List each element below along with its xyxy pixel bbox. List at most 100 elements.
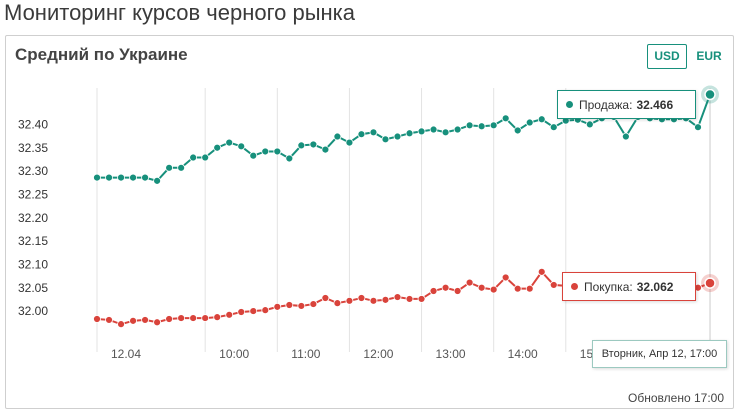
point (513, 126, 522, 135)
tooltip-series: Продажа (579, 98, 632, 112)
point (621, 132, 630, 141)
point (105, 316, 113, 324)
point (249, 151, 258, 160)
point (465, 278, 474, 287)
y-tick-label: 32.30 (18, 164, 48, 178)
point (513, 284, 522, 293)
point (345, 138, 354, 147)
point (694, 123, 702, 132)
point (117, 320, 125, 329)
card (5, 35, 734, 409)
point (213, 313, 222, 322)
y-tick-label: 32.10 (18, 258, 48, 272)
point (153, 318, 162, 327)
point (333, 132, 342, 141)
point (393, 132, 402, 141)
point (369, 128, 378, 137)
x-tooltip: Вторник, Апр 12, 17:00 (592, 340, 727, 368)
point (357, 294, 366, 302)
point (465, 121, 474, 130)
updated-label: Обновлено 17:00 (628, 391, 724, 405)
point (201, 314, 210, 322)
point (297, 302, 306, 310)
point (273, 147, 282, 156)
currency-button[interactable]: EUR (696, 49, 722, 63)
point (225, 310, 234, 319)
point (321, 294, 330, 302)
point (309, 300, 318, 308)
x-tick-label: 12.04 (111, 347, 141, 361)
point (249, 307, 258, 315)
point (489, 285, 498, 294)
point (704, 88, 716, 101)
point (93, 315, 101, 323)
point (273, 302, 282, 311)
point (237, 308, 246, 316)
point (165, 315, 174, 323)
point (525, 284, 534, 293)
point (489, 121, 498, 130)
point (297, 141, 306, 150)
point (393, 293, 402, 301)
x-tick-label: 12:00 (363, 347, 393, 361)
point (345, 296, 354, 305)
point (405, 295, 414, 303)
point (441, 283, 450, 292)
point (429, 125, 438, 134)
point (177, 163, 186, 172)
point (285, 301, 294, 309)
point (429, 287, 438, 295)
point (213, 143, 222, 152)
y-tick-label: 32.25 (18, 188, 48, 202)
y-tick-label: 32.20 (18, 211, 48, 225)
point (129, 173, 137, 182)
point (417, 295, 426, 303)
point (321, 145, 330, 154)
tooltip-value: 32.466 (636, 97, 674, 112)
x-tick-label: 13:00 (436, 347, 466, 361)
page-title: Мониторинг курсов черного рынка (4, 0, 356, 25)
point (585, 120, 594, 129)
point (285, 154, 294, 163)
point (189, 153, 198, 162)
y-tick-label: 32.05 (18, 281, 48, 295)
point (93, 173, 101, 182)
point (381, 135, 390, 144)
point (477, 122, 486, 131)
point (453, 287, 462, 295)
point (141, 316, 149, 324)
point (381, 295, 390, 304)
tooltip-dot (571, 283, 578, 290)
point (165, 163, 174, 172)
point (105, 173, 113, 182)
point (501, 114, 510, 123)
x-tick-label: 10:00 (219, 347, 249, 361)
point (177, 314, 186, 322)
point (405, 129, 414, 138)
y-tick-label: 32.40 (18, 118, 48, 132)
x-tick-label: 11:00 (291, 347, 320, 361)
point (357, 130, 366, 139)
point (117, 173, 125, 182)
currency-button[interactable]: USD (647, 44, 687, 69)
point (453, 125, 462, 134)
point (369, 296, 378, 305)
point (261, 147, 270, 156)
point (225, 138, 234, 147)
tooltip: Покупка 32.062 (562, 272, 696, 301)
point (525, 118, 534, 127)
point (477, 283, 486, 292)
point (549, 123, 558, 132)
chart-subtitle: Средний по Украине (15, 45, 188, 64)
point (549, 281, 558, 289)
point (189, 314, 198, 322)
point (537, 115, 546, 124)
y-tick-label: 32.15 (18, 234, 48, 248)
point (129, 316, 137, 325)
point (141, 173, 149, 182)
x-tick-label: 14:00 (508, 347, 538, 361)
tooltip-series: Покупка (584, 280, 633, 294)
point (309, 140, 318, 149)
point (153, 176, 162, 185)
